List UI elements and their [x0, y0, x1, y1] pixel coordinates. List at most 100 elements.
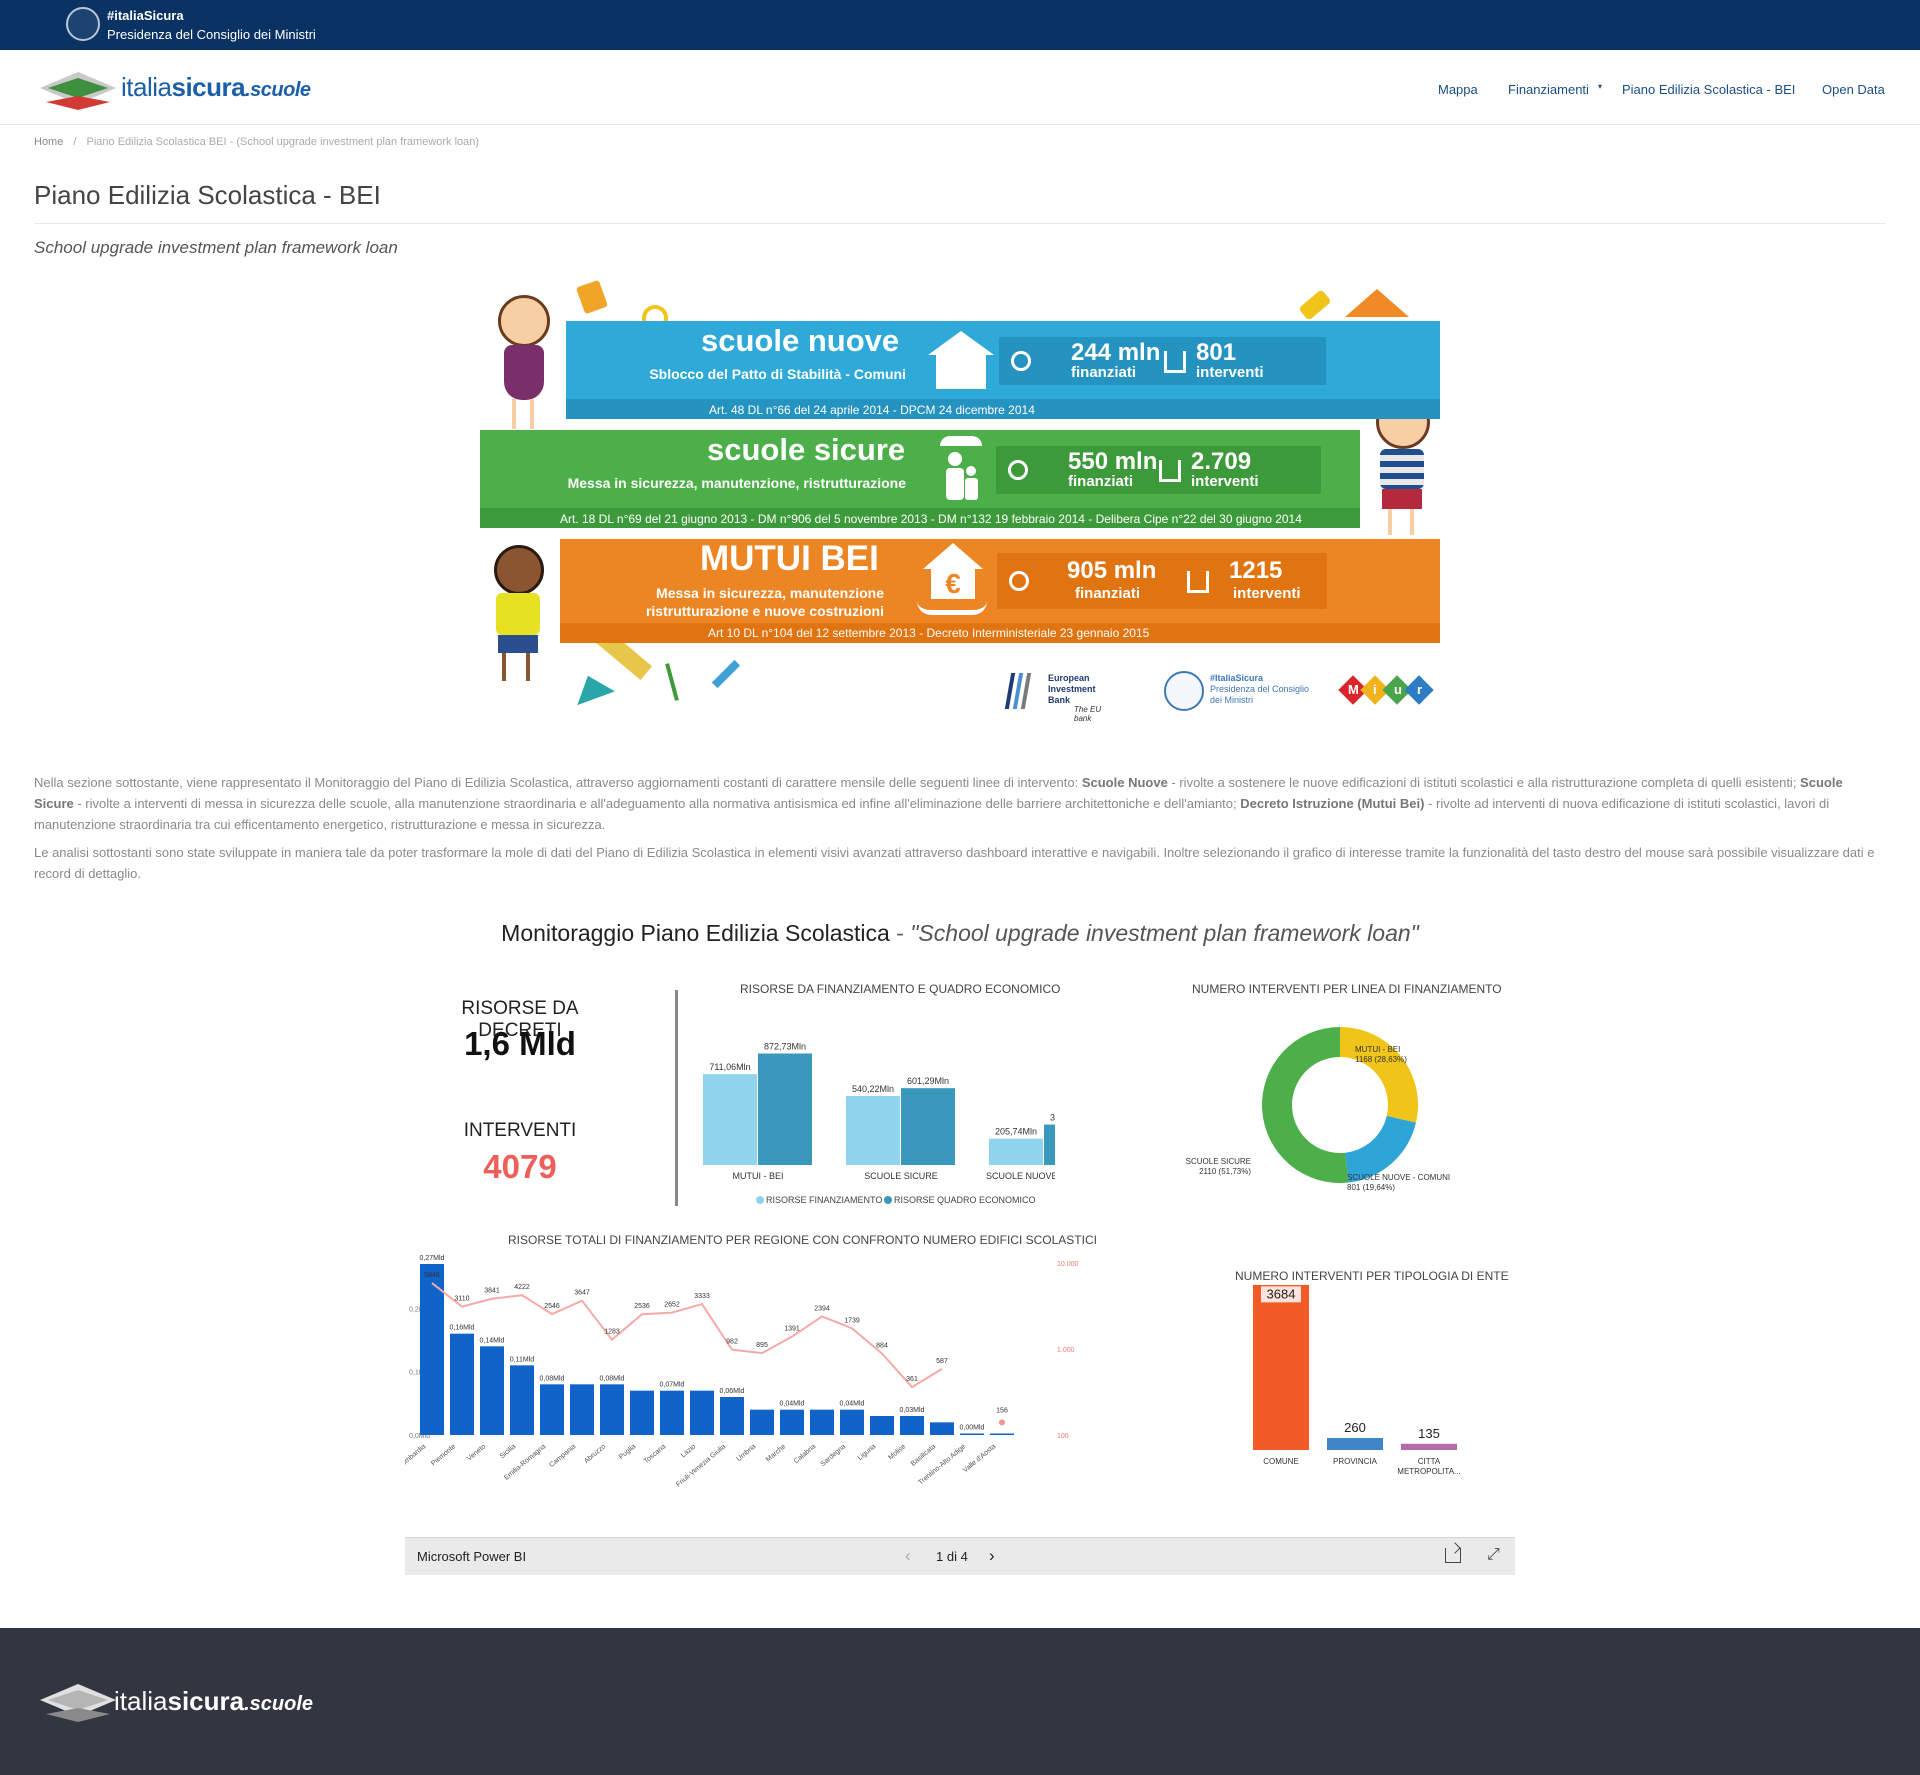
chart1-title: RISORSE DA FINANZIAMENTO E QUADRO ECONOM…	[740, 982, 1061, 996]
stat-amount: 905 mln	[1067, 557, 1157, 584]
line-data-label: 4222	[514, 1284, 530, 1291]
bar-region	[480, 1346, 504, 1435]
eib-name-1: European	[1048, 673, 1090, 683]
topbar-subtitle[interactable]: Presidenza del Consiglio dei Ministri	[107, 27, 316, 42]
x-tick-label: Molise	[887, 1443, 907, 1461]
stat-count-label: interventi	[1233, 585, 1301, 602]
chevron-left-icon[interactable]: ‹	[905, 1546, 911, 1565]
bar-risorse-quadro-economico	[758, 1053, 812, 1165]
donut-slice	[1261, 1027, 1349, 1183]
bar-region	[630, 1390, 654, 1435]
emblem-icon	[1164, 671, 1204, 711]
data-label-bg	[1261, 1286, 1301, 1303]
band-law: Art. 48 DL n°66 del 24 aprile 2014 - DPC…	[709, 403, 1035, 417]
powerbi-report[interactable]: Monitoraggio Piano Edilizia Scolastica -…	[405, 910, 1515, 1575]
set-square-icon	[569, 668, 615, 706]
bar-data-label: 0,00Mld	[960, 1425, 985, 1432]
x-tick-label: Friuli-Venezia Giulia	[675, 1443, 727, 1488]
y-tick-label: 0,0Mld	[409, 1433, 430, 1440]
band-scuole-nuove-footer-bg	[566, 399, 1440, 419]
nav-finanziamenti[interactable]: Finanziamenti	[1508, 82, 1589, 97]
line-data-label: 3841	[484, 1288, 500, 1295]
share-icon[interactable]	[1445, 1542, 1461, 1563]
stat-count: 801	[1196, 339, 1237, 366]
logo-text: italiasicura.scuole	[121, 72, 311, 102]
line-data-label: 2652	[664, 1302, 680, 1309]
page-subtitle: School upgrade investment plan framework…	[34, 238, 398, 257]
bar-region	[540, 1384, 564, 1435]
band-law: Art 10 DL n°104 del 12 settembre 2013 - …	[708, 626, 1150, 640]
presidenza-logo: #ItaliaSicura Presidenza del Consiglio d…	[1164, 671, 1334, 717]
band-subtitle-line1: Messa in sicurezza, manutenzione	[656, 585, 884, 601]
bar-risorse-finanziamento	[846, 1095, 900, 1165]
x-tick-label: SCUOLE NUOVE - COMUNI	[986, 1171, 1055, 1181]
chart-risorse-quadro[interactable]: 711,06Mln 872,73Mln MUTUI - BEI 540,22Mln 60…	[695, 1000, 1055, 1220]
slice-value-label: 2110 (51,73%)	[1199, 1167, 1251, 1176]
kpi-interventi-value: 4079	[483, 1148, 557, 1185]
bar-data-label: 0,07Mld	[660, 1382, 685, 1389]
caret-down-icon[interactable]: ▾	[1598, 82, 1603, 91]
bar-data-label: 711,06Mln	[709, 1062, 750, 1072]
line-data-label: 587	[936, 1358, 948, 1365]
x-tick-label: Calabria	[793, 1443, 818, 1465]
x-tick-label: Abruzzo	[583, 1443, 607, 1465]
x-tick-label: Puglia	[618, 1443, 637, 1461]
miur-letter-u: u	[1394, 682, 1402, 697]
fullscreen-icon[interactable]: ⤢	[1487, 1546, 1500, 1563]
nav-open-data[interactable]: Open Data	[1822, 82, 1885, 97]
band-scuole-sicure-footer-bg	[480, 508, 1360, 528]
x-tick-label: Valle d'Aosta	[962, 1443, 997, 1474]
footer-logo[interactable]: italiasicura.scuole	[38, 1678, 328, 1728]
bar-data-label: 0,08Mld	[540, 1375, 565, 1382]
bar-ente	[1327, 1438, 1383, 1450]
x-tick-label: Marche	[765, 1443, 787, 1463]
nav-piano-edilizia[interactable]: Piano Edilizia Scolastica - BEI	[1622, 82, 1796, 97]
bar-data-label: 0,03Mld	[900, 1407, 925, 1414]
powerbi-brand-link[interactable]: Microsoft Power BI	[417, 1549, 527, 1564]
protection-icon	[940, 436, 982, 502]
bar-data-label: 540,22Mln	[852, 1084, 894, 1094]
bar-ente	[1253, 1285, 1309, 1450]
line-data-label: 361	[906, 1376, 918, 1383]
chart-interventi-ente[interactable]: 3684 COMUNE 260 PROVINCIA 135 CITTAMETROPOLIT…	[1235, 1285, 1485, 1525]
chevron-right-icon[interactable]: ›	[989, 1546, 995, 1565]
x-tick-label: Sardegna	[820, 1443, 848, 1468]
bar-region	[750, 1409, 774, 1435]
page-title: Piano Edilizia Scolastica - BEI	[34, 180, 381, 210]
kpi-interventi-label: INTERVENTI	[463, 1120, 577, 1141]
bar-region	[810, 1409, 834, 1435]
line-data-label: 1283	[604, 1329, 620, 1336]
line-data-label: 884	[876, 1343, 888, 1350]
line-data-label: 982	[726, 1339, 738, 1346]
bar-risorse-quadro-economico	[1044, 1124, 1055, 1165]
bar-region	[930, 1422, 954, 1435]
coin-icon	[1009, 571, 1029, 591]
bar-data-label: 0,08Mld	[600, 1375, 625, 1382]
gov-line-3: dei Ministri	[1210, 695, 1254, 705]
stat-count-label: interventi	[1191, 473, 1259, 490]
bar-region	[840, 1409, 864, 1435]
site-logo[interactable]: italiasicura.scuole	[38, 64, 328, 112]
slice-value-label: 1168 (28,63%)	[1355, 1055, 1407, 1064]
band-subtitle: Messa in sicurezza, manutenzione, ristru…	[567, 475, 906, 491]
band-subtitle: Sblocco del Patto di Stabilità - Comuni	[649, 366, 906, 382]
band-title: scuole sicure	[707, 432, 906, 467]
site-footer: italiasicura.scuole	[0, 1628, 1920, 1775]
bar-region	[660, 1390, 684, 1435]
bar-data-label: 0,04Mld	[780, 1401, 805, 1408]
stat-box: 244 mln finanziati 801 interventi	[999, 337, 1326, 385]
topbar-title[interactable]: #italiaSicura	[107, 8, 184, 23]
kpi-risorse-label: RISORSE DA DECRETI	[461, 998, 579, 1041]
y2-tick-label: 100	[1057, 1433, 1069, 1440]
breadcrumb-home[interactable]: Home	[34, 136, 64, 148]
miur-letter-i: i	[1373, 682, 1377, 697]
bar-risorse-finanziamento	[989, 1138, 1043, 1165]
line-data-label: 2546	[544, 1303, 560, 1310]
bar-region	[900, 1416, 924, 1435]
bar-region	[600, 1384, 624, 1435]
nav-mappa[interactable]: Mappa	[1438, 82, 1478, 97]
bar-data-label: 0,04Mld	[840, 1401, 865, 1408]
child-illustration	[486, 545, 556, 690]
chart-risorse-regione[interactable]: 0,0Mld 0,1Mld 0,2Mld 100 1.000 10.000 Lombardi…	[405, 1250, 1205, 1535]
